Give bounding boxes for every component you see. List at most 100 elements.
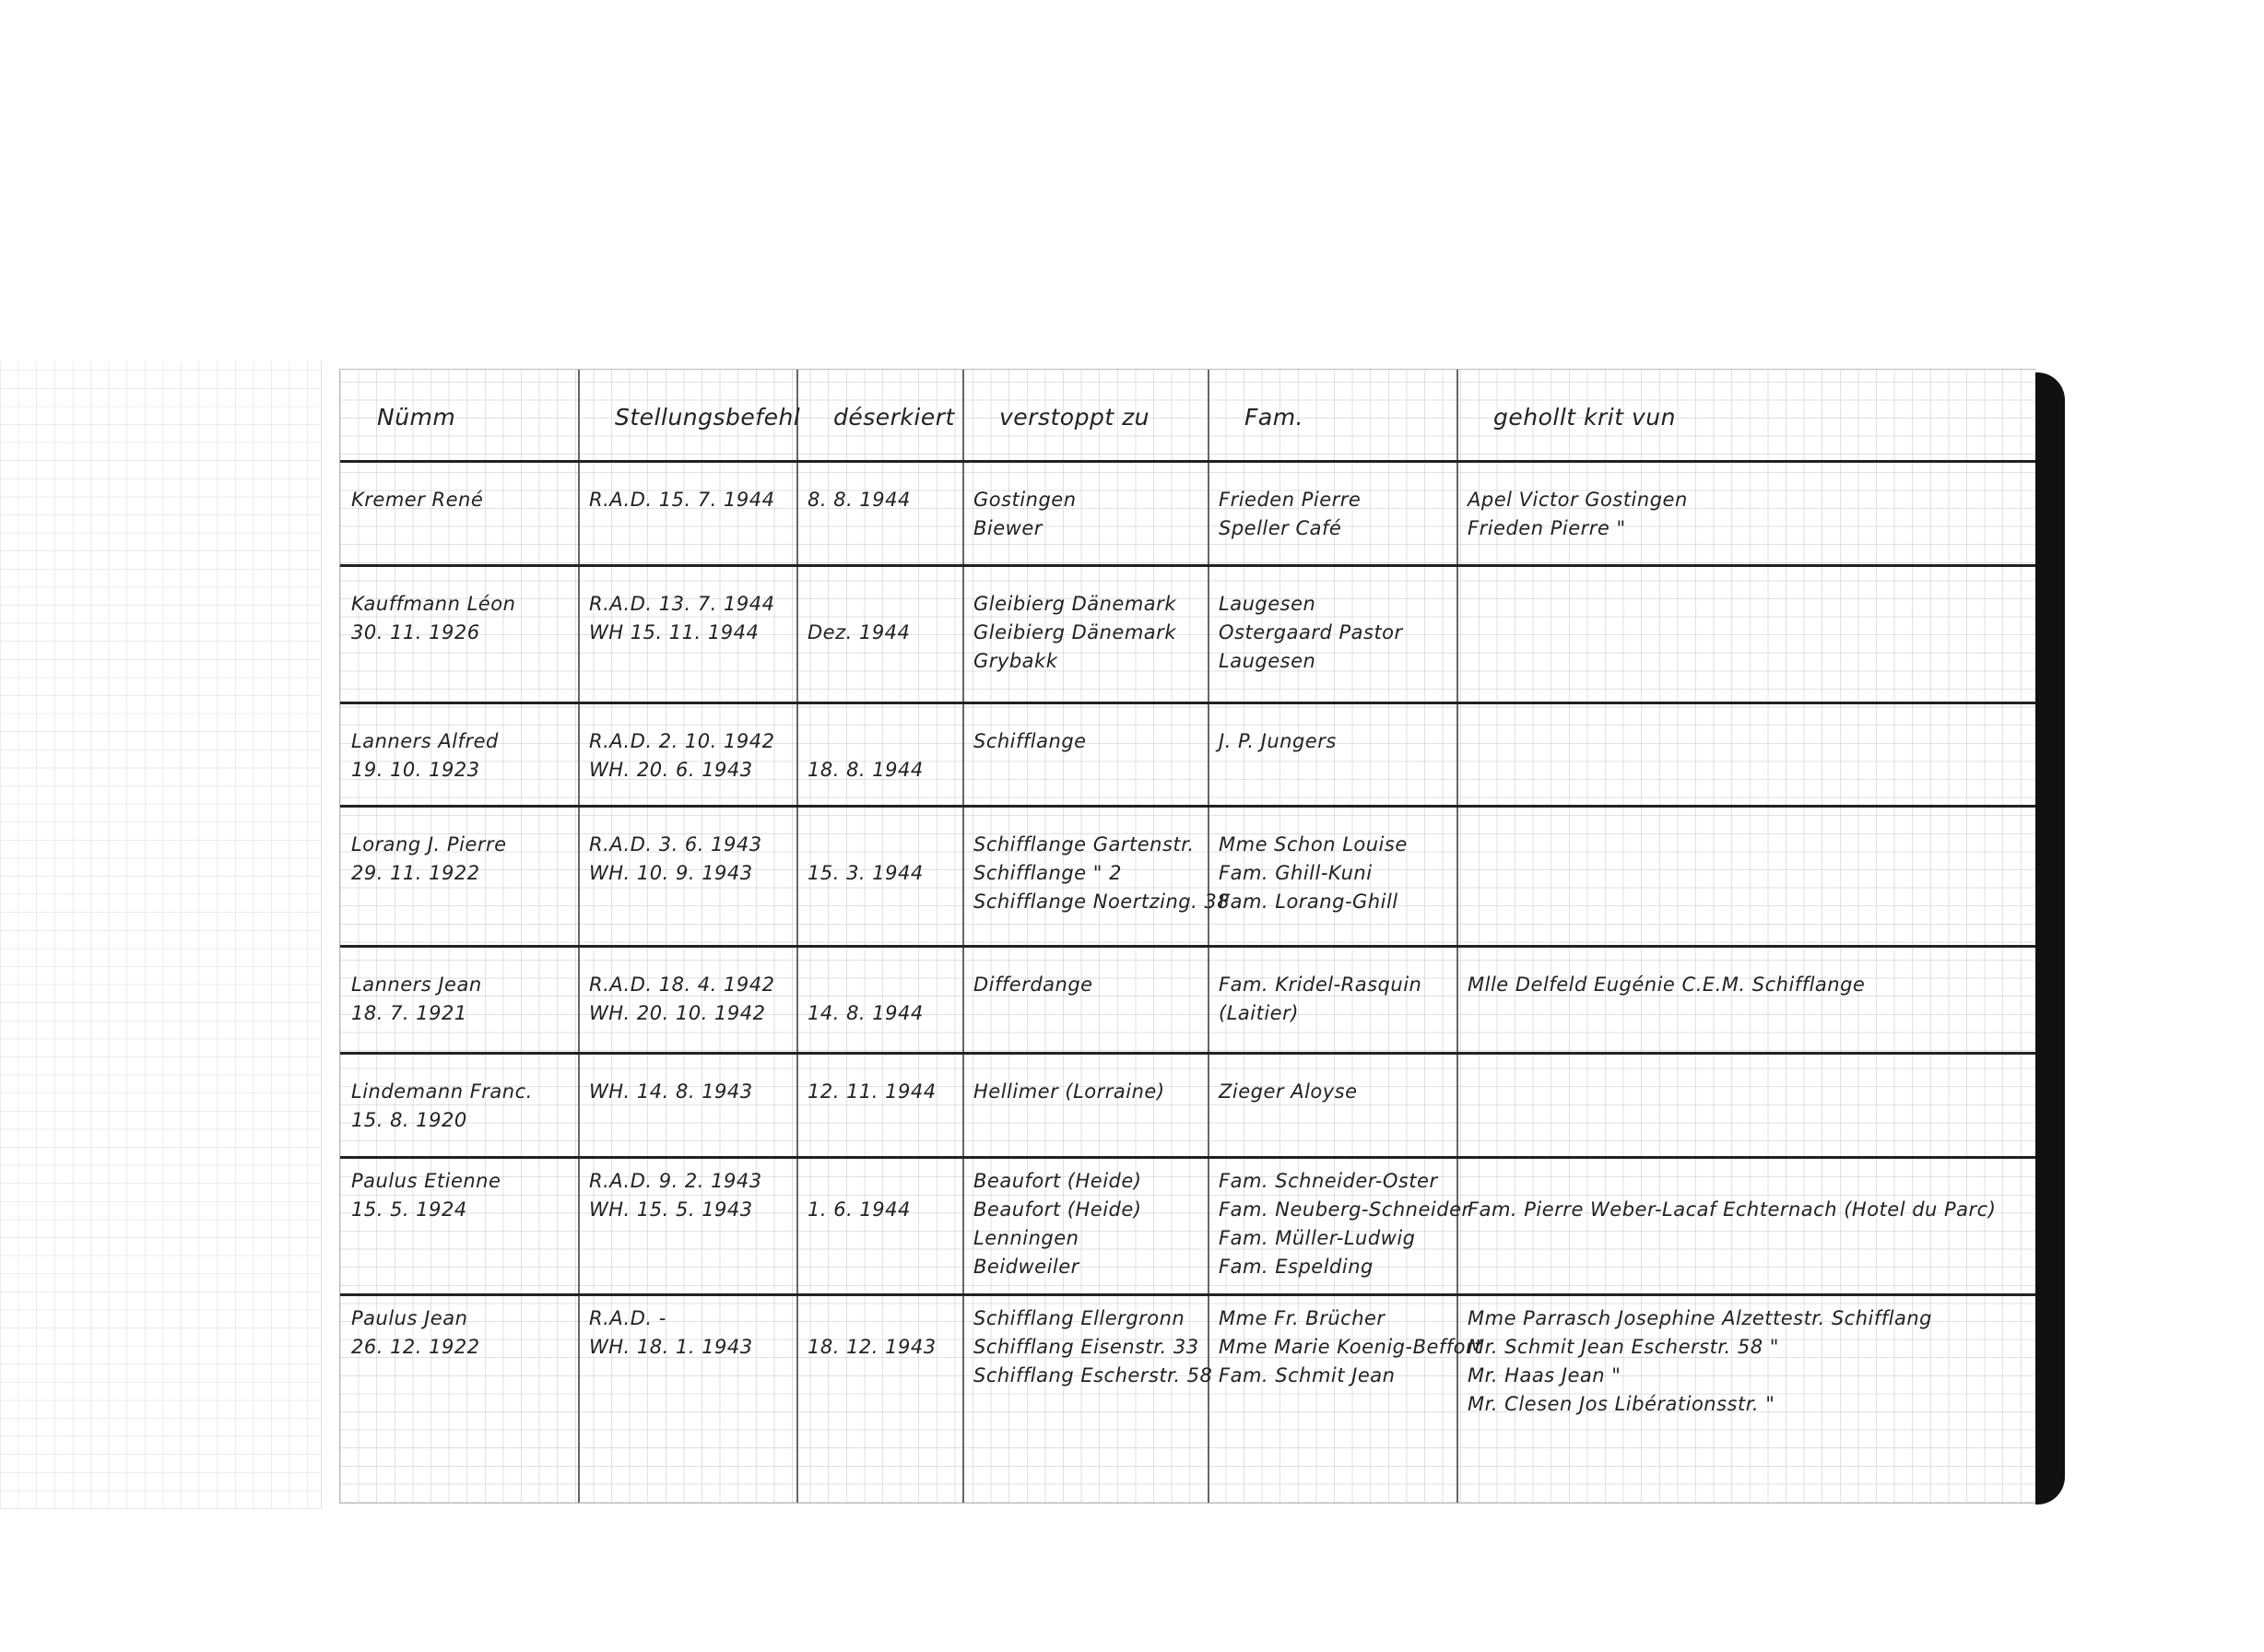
cell-call-up-order: R.A.D. - <box>589 1307 666 1329</box>
row-divider <box>340 805 2036 808</box>
cell-hidden-at: Beidweiler <box>973 1256 1079 1278</box>
row-divider <box>340 460 2036 463</box>
cell-name: Lanners Alfred <box>351 730 499 752</box>
cell-name: Paulus Etienne <box>351 1170 501 1192</box>
cell-hidden-at: Gleibierg Dänemark <box>973 593 1176 615</box>
cell-call-up-order: WH. 20. 6. 1943 <box>589 759 753 781</box>
cell-family: Ostergaard Pastor <box>1219 621 1403 643</box>
cell-fetched-by: Fam. Pierre Weber-Lacaf Echternach (Hote… <box>1468 1198 1997 1221</box>
column-divider <box>962 370 964 1503</box>
cell-family: Fam. Schneider-Oster <box>1219 1170 1438 1192</box>
cell-call-up-order: WH. 20. 10. 1942 <box>589 1002 766 1024</box>
cell-hidden-at: Beaufort (Heide) <box>973 1198 1142 1221</box>
cell-call-up-order: R.A.D. 13. 7. 1944 <box>589 593 775 615</box>
cell-hidden-at: Gleibierg Dänemark <box>973 621 1176 643</box>
cell-call-up-order: WH. 18. 1. 1943 <box>589 1336 753 1358</box>
header-deserted-date: déserkiert <box>833 404 955 431</box>
cell-family: Zieger Aloyse <box>1219 1080 1358 1103</box>
cell-family: Mme Schon Louise <box>1219 833 1408 856</box>
cell-hidden-at: Gostingen <box>973 489 1077 511</box>
cell-name: 29. 11. 1922 <box>351 862 480 884</box>
cell-hidden-at: Differdange <box>973 974 1093 996</box>
cell-hidden-at: Schifflang Escherstr. 58 <box>973 1364 1213 1386</box>
cell-deserted-date: 18. 8. 1944 <box>808 759 924 781</box>
cell-hidden-at: Schifflange Gartenstr. <box>973 833 1195 856</box>
cell-name: 15. 8. 1920 <box>351 1109 467 1131</box>
left-notebook-page <box>0 361 322 1509</box>
cell-fetched-by: Frieden Pierre " <box>1468 517 1626 539</box>
row-divider <box>340 564 2036 567</box>
cell-deserted-date: 14. 8. 1944 <box>808 1002 924 1024</box>
cell-name: Kauffmann Léon <box>351 593 516 615</box>
cell-fetched-by: Apel Victor Gostingen <box>1468 489 1688 511</box>
cell-call-up-order: R.A.D. 3. 6. 1943 <box>589 833 762 856</box>
cell-deserted-date: 1. 6. 1944 <box>808 1198 911 1221</box>
cell-hidden-at: Schifflang Eisenstr. 33 <box>973 1336 1199 1358</box>
cell-family: J. P. Jungers <box>1219 730 1337 752</box>
header-family: Fam. <box>1244 404 1303 431</box>
cell-fetched-by: Mr. Schmit Jean Escherstr. 58 " <box>1468 1336 1779 1358</box>
cell-family: Fam. Schmit Jean <box>1219 1364 1396 1386</box>
row-divider <box>340 1293 2036 1296</box>
row-divider <box>340 702 2036 704</box>
row-divider <box>340 945 2036 948</box>
cell-family: Speller Café <box>1219 517 1342 539</box>
cell-name: 18. 7. 1921 <box>351 1002 467 1024</box>
cell-family: Fam. Lorang-Ghill <box>1219 891 1398 913</box>
cell-family: Laugesen <box>1219 593 1316 615</box>
notebook-binding-edge <box>2035 372 2065 1504</box>
cell-name: Kremer René <box>351 489 484 511</box>
cell-call-up-order: R.A.D. 2. 10. 1942 <box>589 730 775 752</box>
column-divider <box>1208 370 1209 1503</box>
header-name: Nümm <box>377 404 456 431</box>
cell-deserted-date: Dez. 1944 <box>808 621 911 643</box>
cell-deserted-date: 18. 12. 1943 <box>808 1336 937 1358</box>
cell-fetched-by: Mr. Haas Jean " <box>1468 1364 1621 1386</box>
cell-hidden-at: Lenningen <box>973 1227 1079 1249</box>
cell-fetched-by: Mr. Clesen Jos Libérationsstr. " <box>1468 1393 1775 1415</box>
cell-family: Fam. Espelding <box>1219 1256 1374 1278</box>
cell-deserted-date: 15. 3. 1944 <box>808 862 924 884</box>
cell-family: Fam. Neuberg-Schneider <box>1219 1198 1470 1221</box>
cell-hidden-at: Beaufort (Heide) <box>973 1170 1142 1192</box>
header-hidden-at: verstoppt zu <box>999 404 1150 431</box>
cell-family: Mme Marie Koenig-Beffort <box>1219 1336 1482 1358</box>
cell-hidden-at: Biewer <box>973 517 1043 539</box>
column-divider <box>578 370 580 1503</box>
cell-call-up-order: R.A.D. 18. 4. 1942 <box>589 974 775 996</box>
cell-call-up-order: R.A.D. 9. 2. 1943 <box>589 1170 762 1192</box>
cell-family: Fam. Ghill-Kuni <box>1219 862 1373 884</box>
cell-deserted-date: 8. 8. 1944 <box>808 489 911 511</box>
cell-call-up-order: WH. 15. 5. 1943 <box>589 1198 753 1221</box>
cell-hidden-at: Schifflange <box>973 730 1087 752</box>
column-divider <box>1456 370 1458 1503</box>
cell-name: Paulus Jean <box>351 1307 468 1329</box>
cell-name: 15. 5. 1924 <box>351 1198 467 1221</box>
cell-fetched-by: Mme Parrasch Josephine Alzettestr. Schif… <box>1468 1307 1933 1329</box>
cell-family: Fam. Kridel-Rasquin <box>1219 974 1422 996</box>
cell-hidden-at: Hellimer (Lorraine) <box>973 1080 1165 1103</box>
cell-family: (Laitier) <box>1219 1002 1299 1024</box>
cell-name: Lanners Jean <box>351 974 482 996</box>
cell-call-up-order: WH 15. 11. 1944 <box>589 621 760 643</box>
cell-hidden-at: Schifflange " 2 <box>973 862 1122 884</box>
cell-family: Laugesen <box>1219 650 1316 672</box>
cell-call-up-order: R.A.D. 15. 7. 1944 <box>589 489 775 511</box>
cell-hidden-at: Schifflang Ellergronn <box>973 1307 1185 1329</box>
cell-hidden-at: Schifflange Noertzing. 38 <box>973 891 1231 913</box>
row-divider <box>340 1052 2036 1055</box>
cell-name: 19. 10. 1923 <box>351 759 480 781</box>
cell-name: Lindemann Franc. <box>351 1080 533 1103</box>
cell-family: Frieden Pierre <box>1219 489 1362 511</box>
column-divider <box>796 370 798 1503</box>
row-divider <box>340 1156 2036 1159</box>
cell-name: 30. 11. 1926 <box>351 621 480 643</box>
cell-call-up-order: WH. 10. 9. 1943 <box>589 862 753 884</box>
header-fetched-by: gehollt krit vun <box>1493 404 1676 431</box>
cell-name: Lorang J. Pierre <box>351 833 507 856</box>
cell-family: Mme Fr. Brücher <box>1219 1307 1386 1329</box>
cell-hidden-at: Grybakk <box>973 650 1058 672</box>
cell-deserted-date: 12. 11. 1944 <box>808 1080 937 1103</box>
header-call-up-order: Stellungsbefehl <box>615 404 801 431</box>
cell-fetched-by: Mlle Delfeld Eugénie C.E.M. Schifflange <box>1468 974 1866 996</box>
